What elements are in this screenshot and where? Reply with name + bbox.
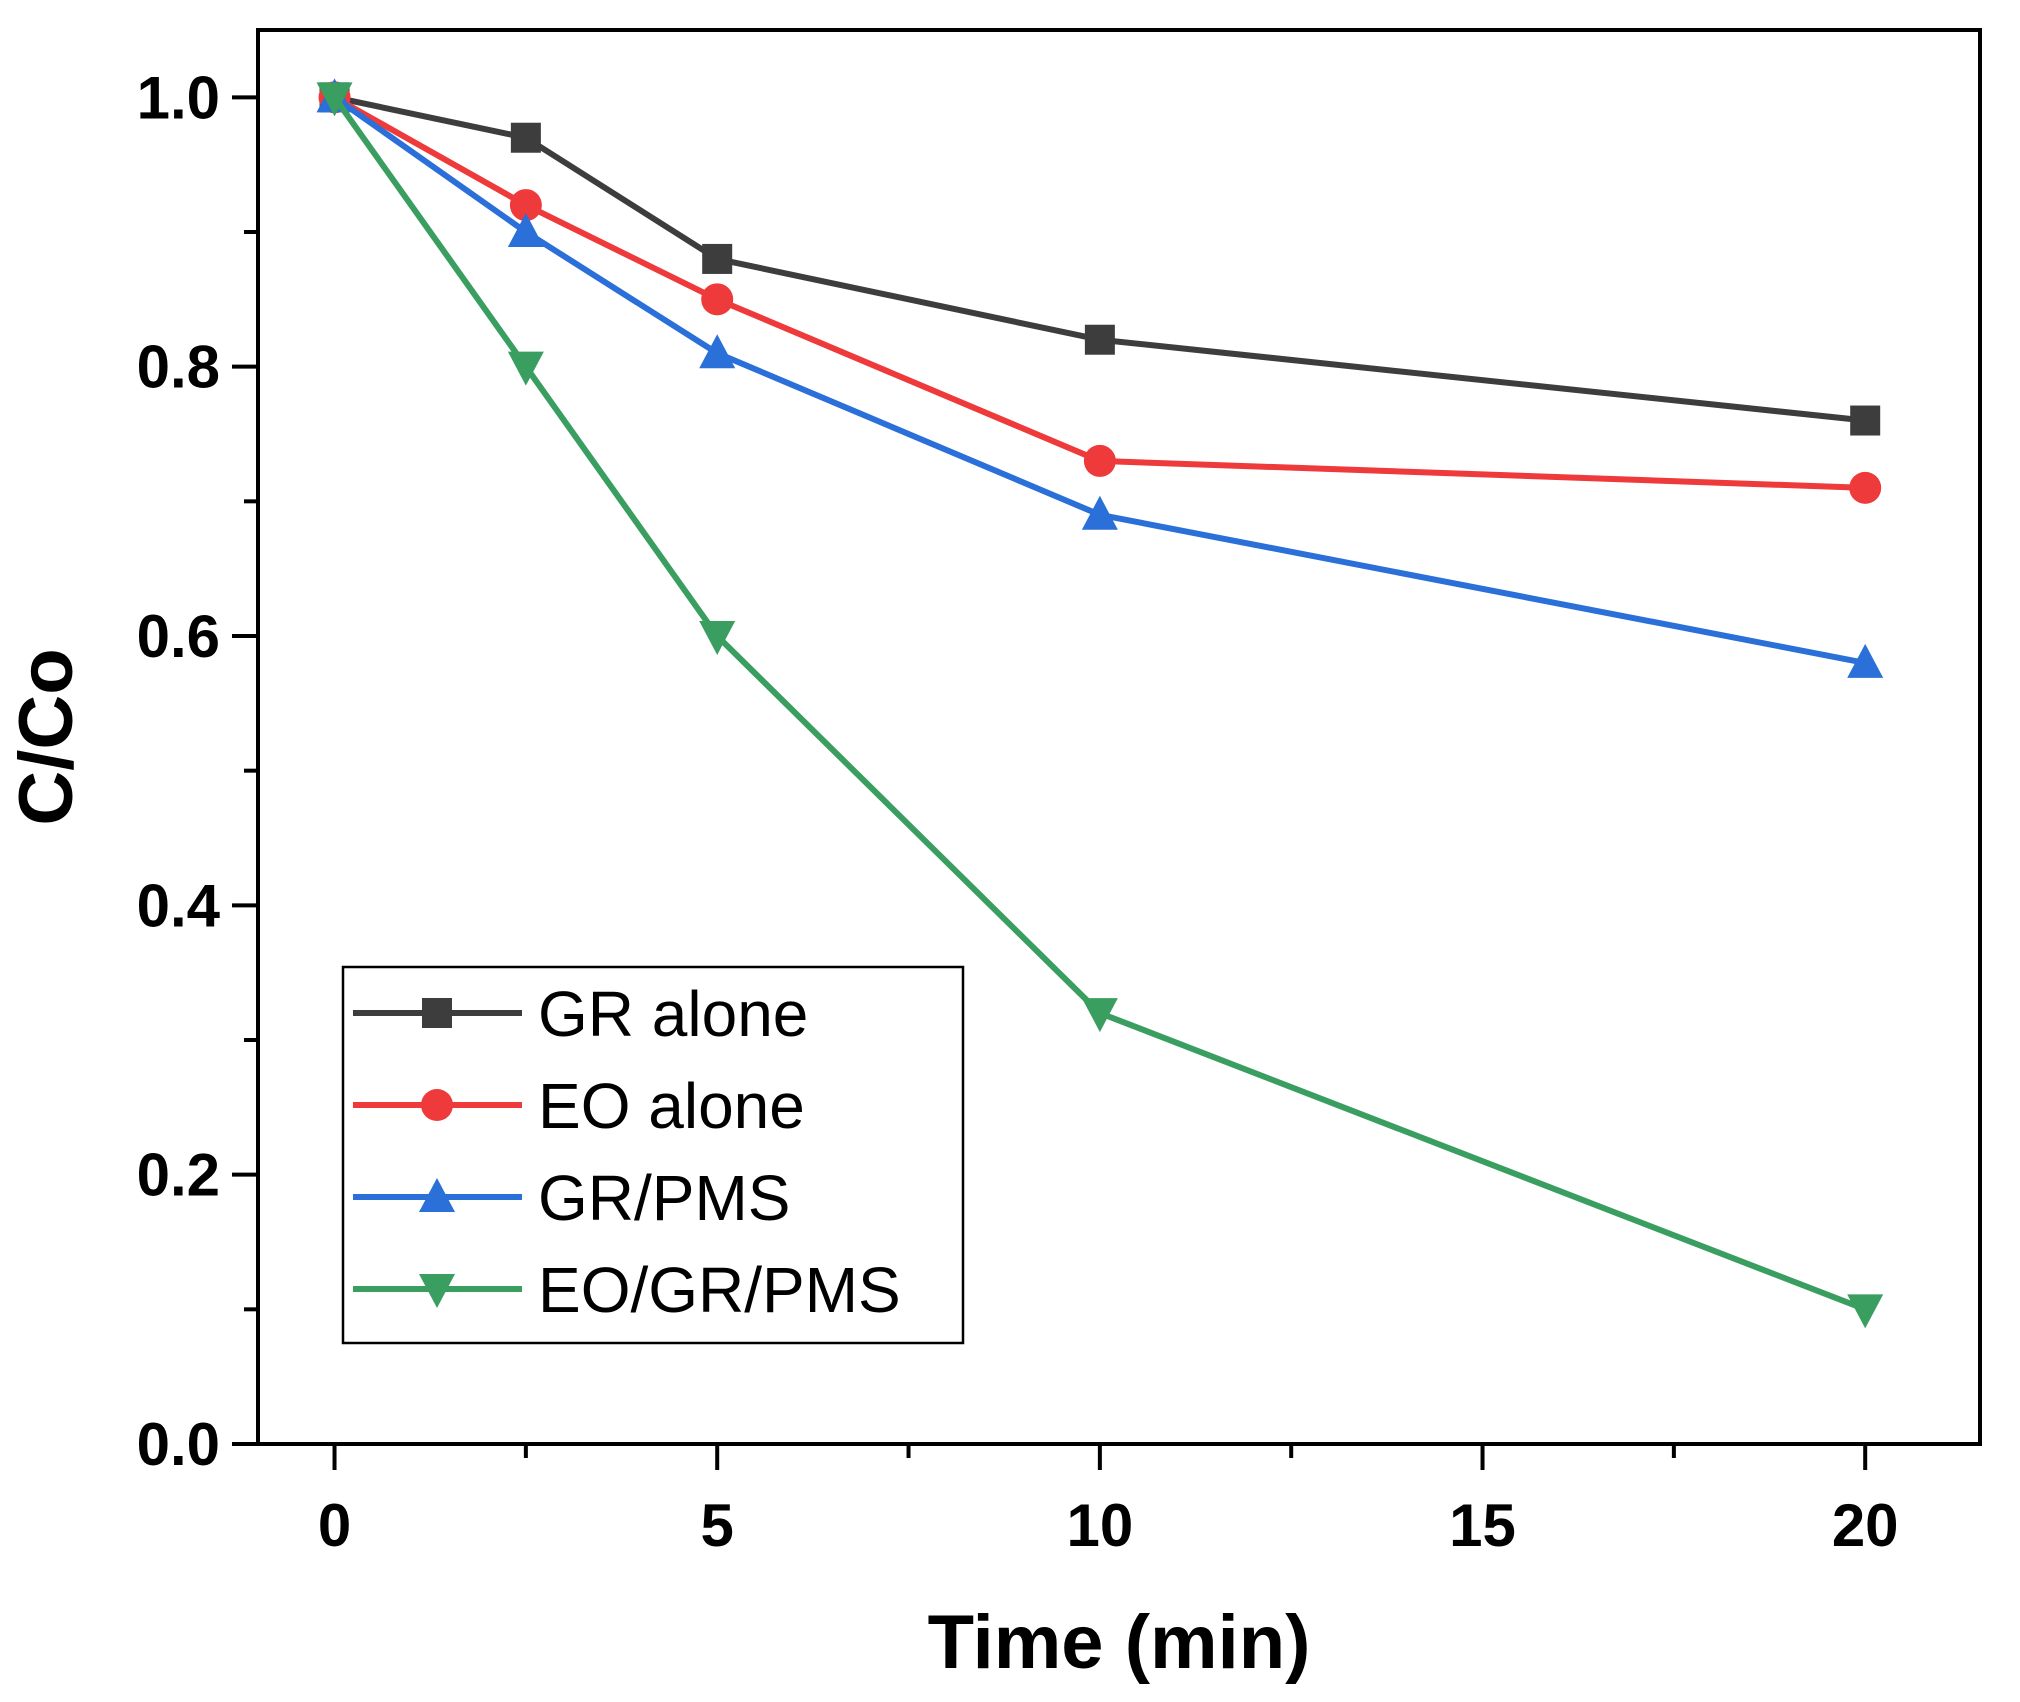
legend-label: EO/GR/PMS bbox=[538, 1254, 901, 1326]
legend: GR alone EO alone GR/PMS EO/GR/PMS bbox=[341, 965, 965, 1345]
y-axis-title: C/Co bbox=[4, 648, 89, 825]
data-point bbox=[1084, 324, 1115, 355]
x-axis-title: Time (min) bbox=[928, 1600, 1311, 1685]
data-point bbox=[1847, 1294, 1884, 1329]
y-tick-label: 0.6 bbox=[137, 603, 220, 670]
series-eo-gr-pms bbox=[316, 82, 1884, 1329]
y-tick-label: 0.2 bbox=[137, 1142, 220, 1209]
series-layer bbox=[316, 78, 1884, 1329]
y-tick-label: 0.0 bbox=[137, 1411, 220, 1478]
legend-label: GR/PMS bbox=[538, 1162, 790, 1234]
data-point bbox=[1081, 495, 1118, 530]
data-point bbox=[316, 82, 353, 117]
x-tick-label: 5 bbox=[701, 1492, 734, 1559]
legend-label: EO alone bbox=[538, 1070, 805, 1142]
x-tick-label: 10 bbox=[1066, 1492, 1133, 1559]
data-point bbox=[702, 243, 733, 274]
data-point bbox=[507, 213, 544, 247]
data-point bbox=[509, 189, 542, 222]
data-point bbox=[1850, 405, 1881, 436]
data-point bbox=[699, 621, 736, 655]
y-tick-label: 0.4 bbox=[137, 872, 221, 939]
data-point bbox=[510, 122, 541, 153]
axis-ticks: 0 5 10 15 20 0.0 0.2 0.4 0.6 0.8 1.0 bbox=[137, 64, 1899, 1559]
legend-marker bbox=[419, 1178, 455, 1212]
legend-marker bbox=[422, 998, 452, 1028]
data-point bbox=[699, 334, 736, 369]
x-tick-label: 20 bbox=[1832, 1492, 1899, 1559]
x-tick-label: 15 bbox=[1449, 1492, 1516, 1559]
data-point bbox=[1081, 998, 1118, 1033]
data-point bbox=[1849, 471, 1882, 504]
y-tick-label: 0.8 bbox=[137, 334, 220, 401]
data-point bbox=[701, 283, 734, 316]
data-point bbox=[1847, 643, 1884, 678]
legend-label: GR alone bbox=[538, 978, 808, 1050]
legend-marker bbox=[419, 1274, 455, 1308]
data-point bbox=[1083, 444, 1116, 477]
legend-marker bbox=[421, 1089, 453, 1121]
x-tick-label: 0 bbox=[318, 1492, 351, 1559]
y-tick-label: 1.0 bbox=[137, 64, 220, 131]
data-point bbox=[507, 351, 544, 386]
